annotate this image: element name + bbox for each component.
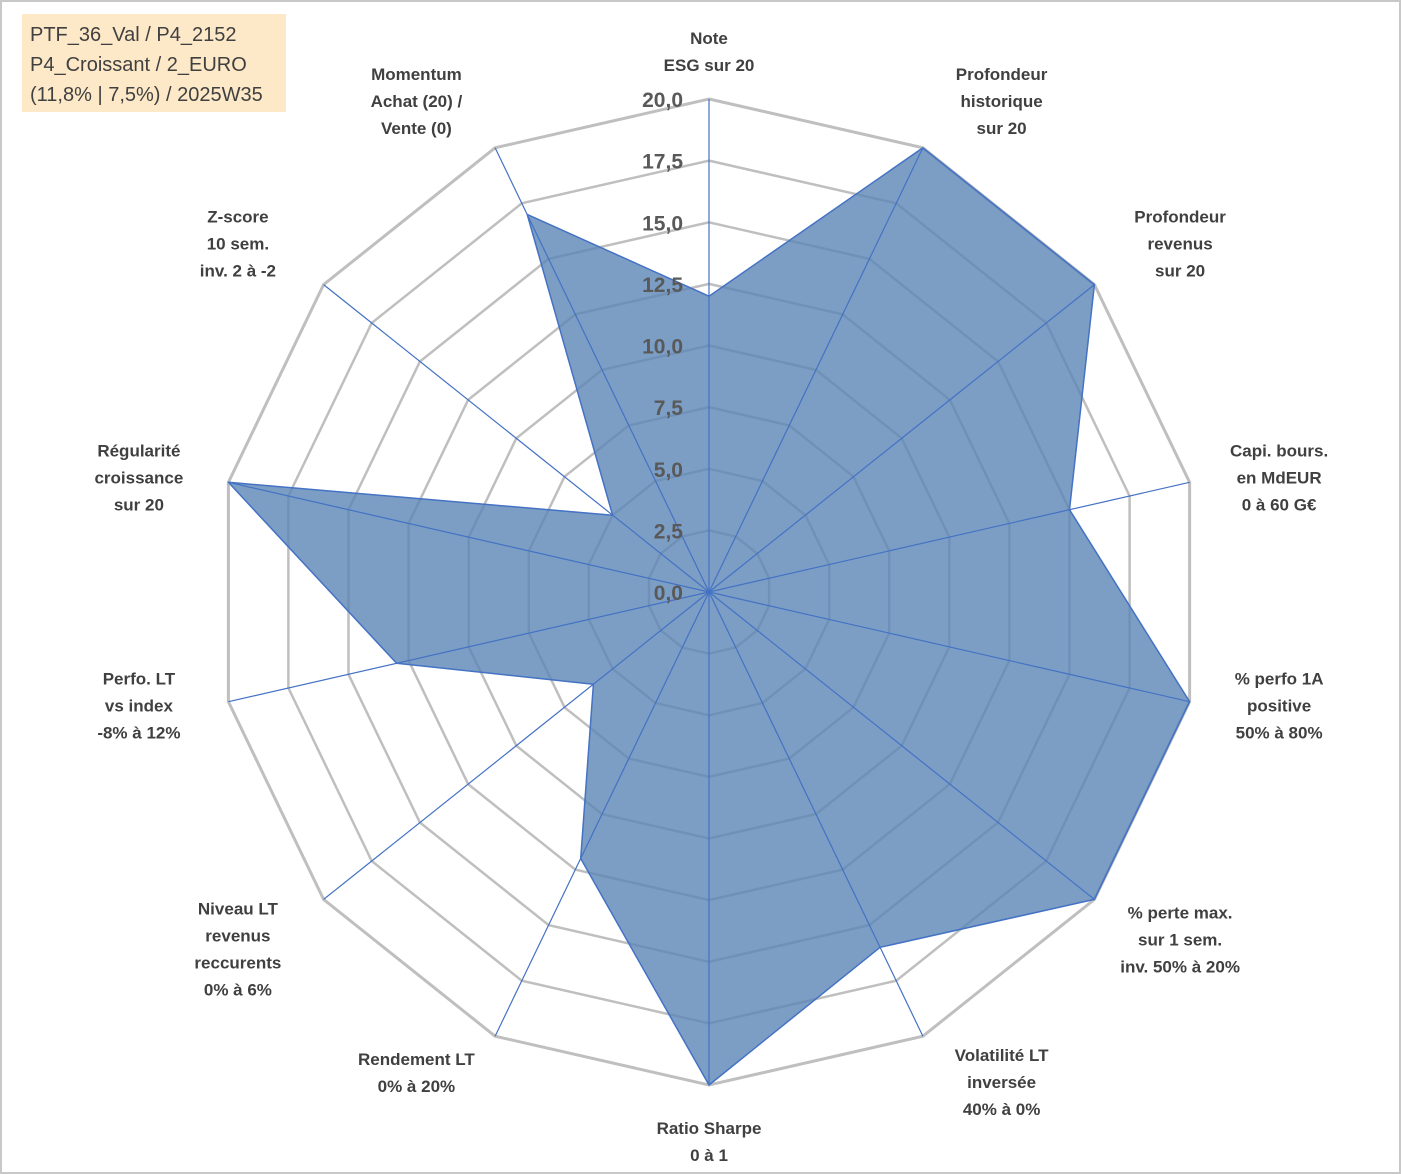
tick-label-0: 0,0 — [654, 582, 683, 605]
axis-label-6-line-0: Volatilité LT — [955, 1046, 1049, 1065]
tick-label-4: 10,0 — [642, 336, 683, 359]
axis-label-9-line-2: reccurents — [194, 954, 281, 973]
tick-label-2: 5,0 — [654, 459, 683, 482]
axis-label-13-line-1: Achat (20) / — [371, 92, 463, 111]
axis-label-13: Momentum Achat (20) / Vente (0) — [371, 65, 463, 138]
axis-label-6: Volatilité LT inversée 40% à 0% — [955, 1046, 1049, 1119]
tick-label-6: 15,0 — [642, 212, 683, 235]
spoke-8 — [494, 591, 710, 1037]
axis-label-7-line-1: 0 à 1 — [690, 1146, 728, 1165]
axis-label-12-line-1: 10 sem. — [207, 234, 269, 253]
axis-label-4-line-1: positive — [1247, 697, 1311, 716]
axis-label-10-line-2: -8% à 12% — [97, 724, 180, 743]
axis-label-13-line-0: Momentum — [371, 65, 462, 84]
axis-label-13-line-2: Vente (0) — [381, 119, 452, 138]
spoke-9 — [323, 591, 710, 900]
info-line-2: P4_Croissant / 2_EURO — [30, 54, 247, 76]
axis-label-6-line-2: 40% à 0% — [963, 1100, 1041, 1119]
axis-label-5-line-1: sur 1 sem. — [1138, 931, 1222, 950]
spoke-1 — [708, 147, 924, 593]
axis-label-9: Niveau LT revenus reccurents 0% à 6% — [194, 900, 281, 1000]
axis-label-11: Régularité croissance sur 20 — [94, 441, 183, 514]
info-line-1: PTF_36_Val / P4_2152 — [30, 24, 237, 46]
axis-label-10: Perfo. LT vs index -8% à 12% — [97, 670, 180, 743]
axis-label-2-line-2: sur 20 — [1155, 261, 1205, 280]
info-line-3: (11,8% | 7,5%) / 2025W35 — [30, 84, 263, 106]
axis-label-2-line-0: Profondeur — [1134, 207, 1226, 226]
axis-label-0: Note ESG sur 20 — [664, 29, 755, 75]
tick-label-8: 20,0 — [642, 89, 683, 112]
axis-label-11-line-2: sur 20 — [114, 495, 164, 514]
axis-label-10-line-1: vs index — [105, 697, 174, 716]
axis-label-11-line-0: Régularité — [97, 441, 180, 460]
tick-label-3: 7,5 — [654, 397, 684, 420]
axis-label-4-line-2: 50% à 80% — [1236, 724, 1323, 743]
axis-label-2: Profondeur revenus sur 20 — [1134, 207, 1226, 280]
axis-label-0-line-1: ESG sur 20 — [664, 56, 755, 75]
axis-label-11-line-1: croissance — [94, 468, 183, 487]
axis-label-7: Ratio Sharpe 0 à 1 — [657, 1119, 762, 1165]
axis-label-3-line-0: Capi. bours. — [1230, 441, 1328, 460]
portfolio-info-box: PTF_36_Val / P4_2152 P4_Croissant / 2_EU… — [22, 14, 286, 112]
axis-label-8-line-1: 0% à 20% — [378, 1077, 456, 1096]
spoke-13 — [494, 147, 710, 593]
axis-label-1: Profondeur historique sur 20 — [956, 65, 1048, 138]
axis-label-1-line-1: historique — [961, 92, 1043, 111]
axis-label-2-line-1: revenus — [1147, 234, 1212, 253]
tick-label-5: 12,5 — [642, 274, 683, 297]
axis-label-8: Rendement LT 0% à 20% — [358, 1050, 475, 1096]
axis-label-0-line-0: Note — [690, 29, 728, 48]
radar-tick-labels: 0,0 2,5 5,0 7,5 10,0 12,5 15,0 17,5 20,0 — [642, 89, 683, 605]
axis-label-3: Capi. bours. en MdEUR 0 à 60 G€ — [1230, 441, 1328, 514]
spoke-5 — [708, 591, 1095, 900]
axis-label-3-line-2: 0 à 60 G€ — [1242, 495, 1317, 514]
tick-label-1: 2,5 — [654, 520, 684, 543]
axis-label-10-line-0: Perfo. LT — [103, 670, 176, 689]
axis-label-4: % perfo 1A positive 50% à 80% — [1235, 670, 1324, 743]
axis-label-8-line-0: Rendement LT — [358, 1050, 475, 1069]
axis-label-5: % perte max. sur 1 sem. inv. 50% à 20% — [1120, 904, 1240, 977]
spoke-12 — [323, 284, 710, 593]
tick-label-7: 17,5 — [642, 151, 683, 174]
axis-label-1-line-0: Profondeur — [956, 65, 1048, 84]
axis-label-9-line-3: 0% à 6% — [204, 981, 272, 1000]
spoke-4 — [708, 591, 1190, 703]
axis-label-5-line-2: inv. 50% à 20% — [1120, 958, 1240, 977]
axis-label-3-line-1: en MdEUR — [1237, 468, 1322, 487]
spoke-6 — [708, 591, 924, 1037]
radar-spokes — [228, 99, 1190, 1085]
axis-label-12-line-0: Z-score — [207, 207, 268, 226]
axis-label-9-line-0: Niveau LT — [198, 900, 279, 919]
axis-label-7-line-0: Ratio Sharpe — [657, 1119, 762, 1138]
radar-axis-labels: Note ESG sur 20 Profondeur historique sur 20… — [94, 29, 1328, 1165]
axis-label-9-line-1: revenus — [205, 927, 270, 946]
axis-label-12-line-2: inv. 2 à -2 — [200, 261, 276, 280]
spoke-2 — [708, 284, 1095, 593]
spoke-10 — [228, 591, 710, 703]
axis-label-5-line-0: % perte max. — [1128, 904, 1233, 923]
spoke-11 — [228, 481, 710, 593]
axis-label-12: Z-score 10 sem. inv. 2 à -2 — [200, 207, 276, 280]
spoke-3 — [708, 481, 1190, 593]
axis-label-6-line-1: inversée — [967, 1073, 1036, 1092]
axis-label-1-line-2: sur 20 — [977, 119, 1027, 138]
axis-label-4-line-0: % perfo 1A — [1235, 670, 1324, 689]
